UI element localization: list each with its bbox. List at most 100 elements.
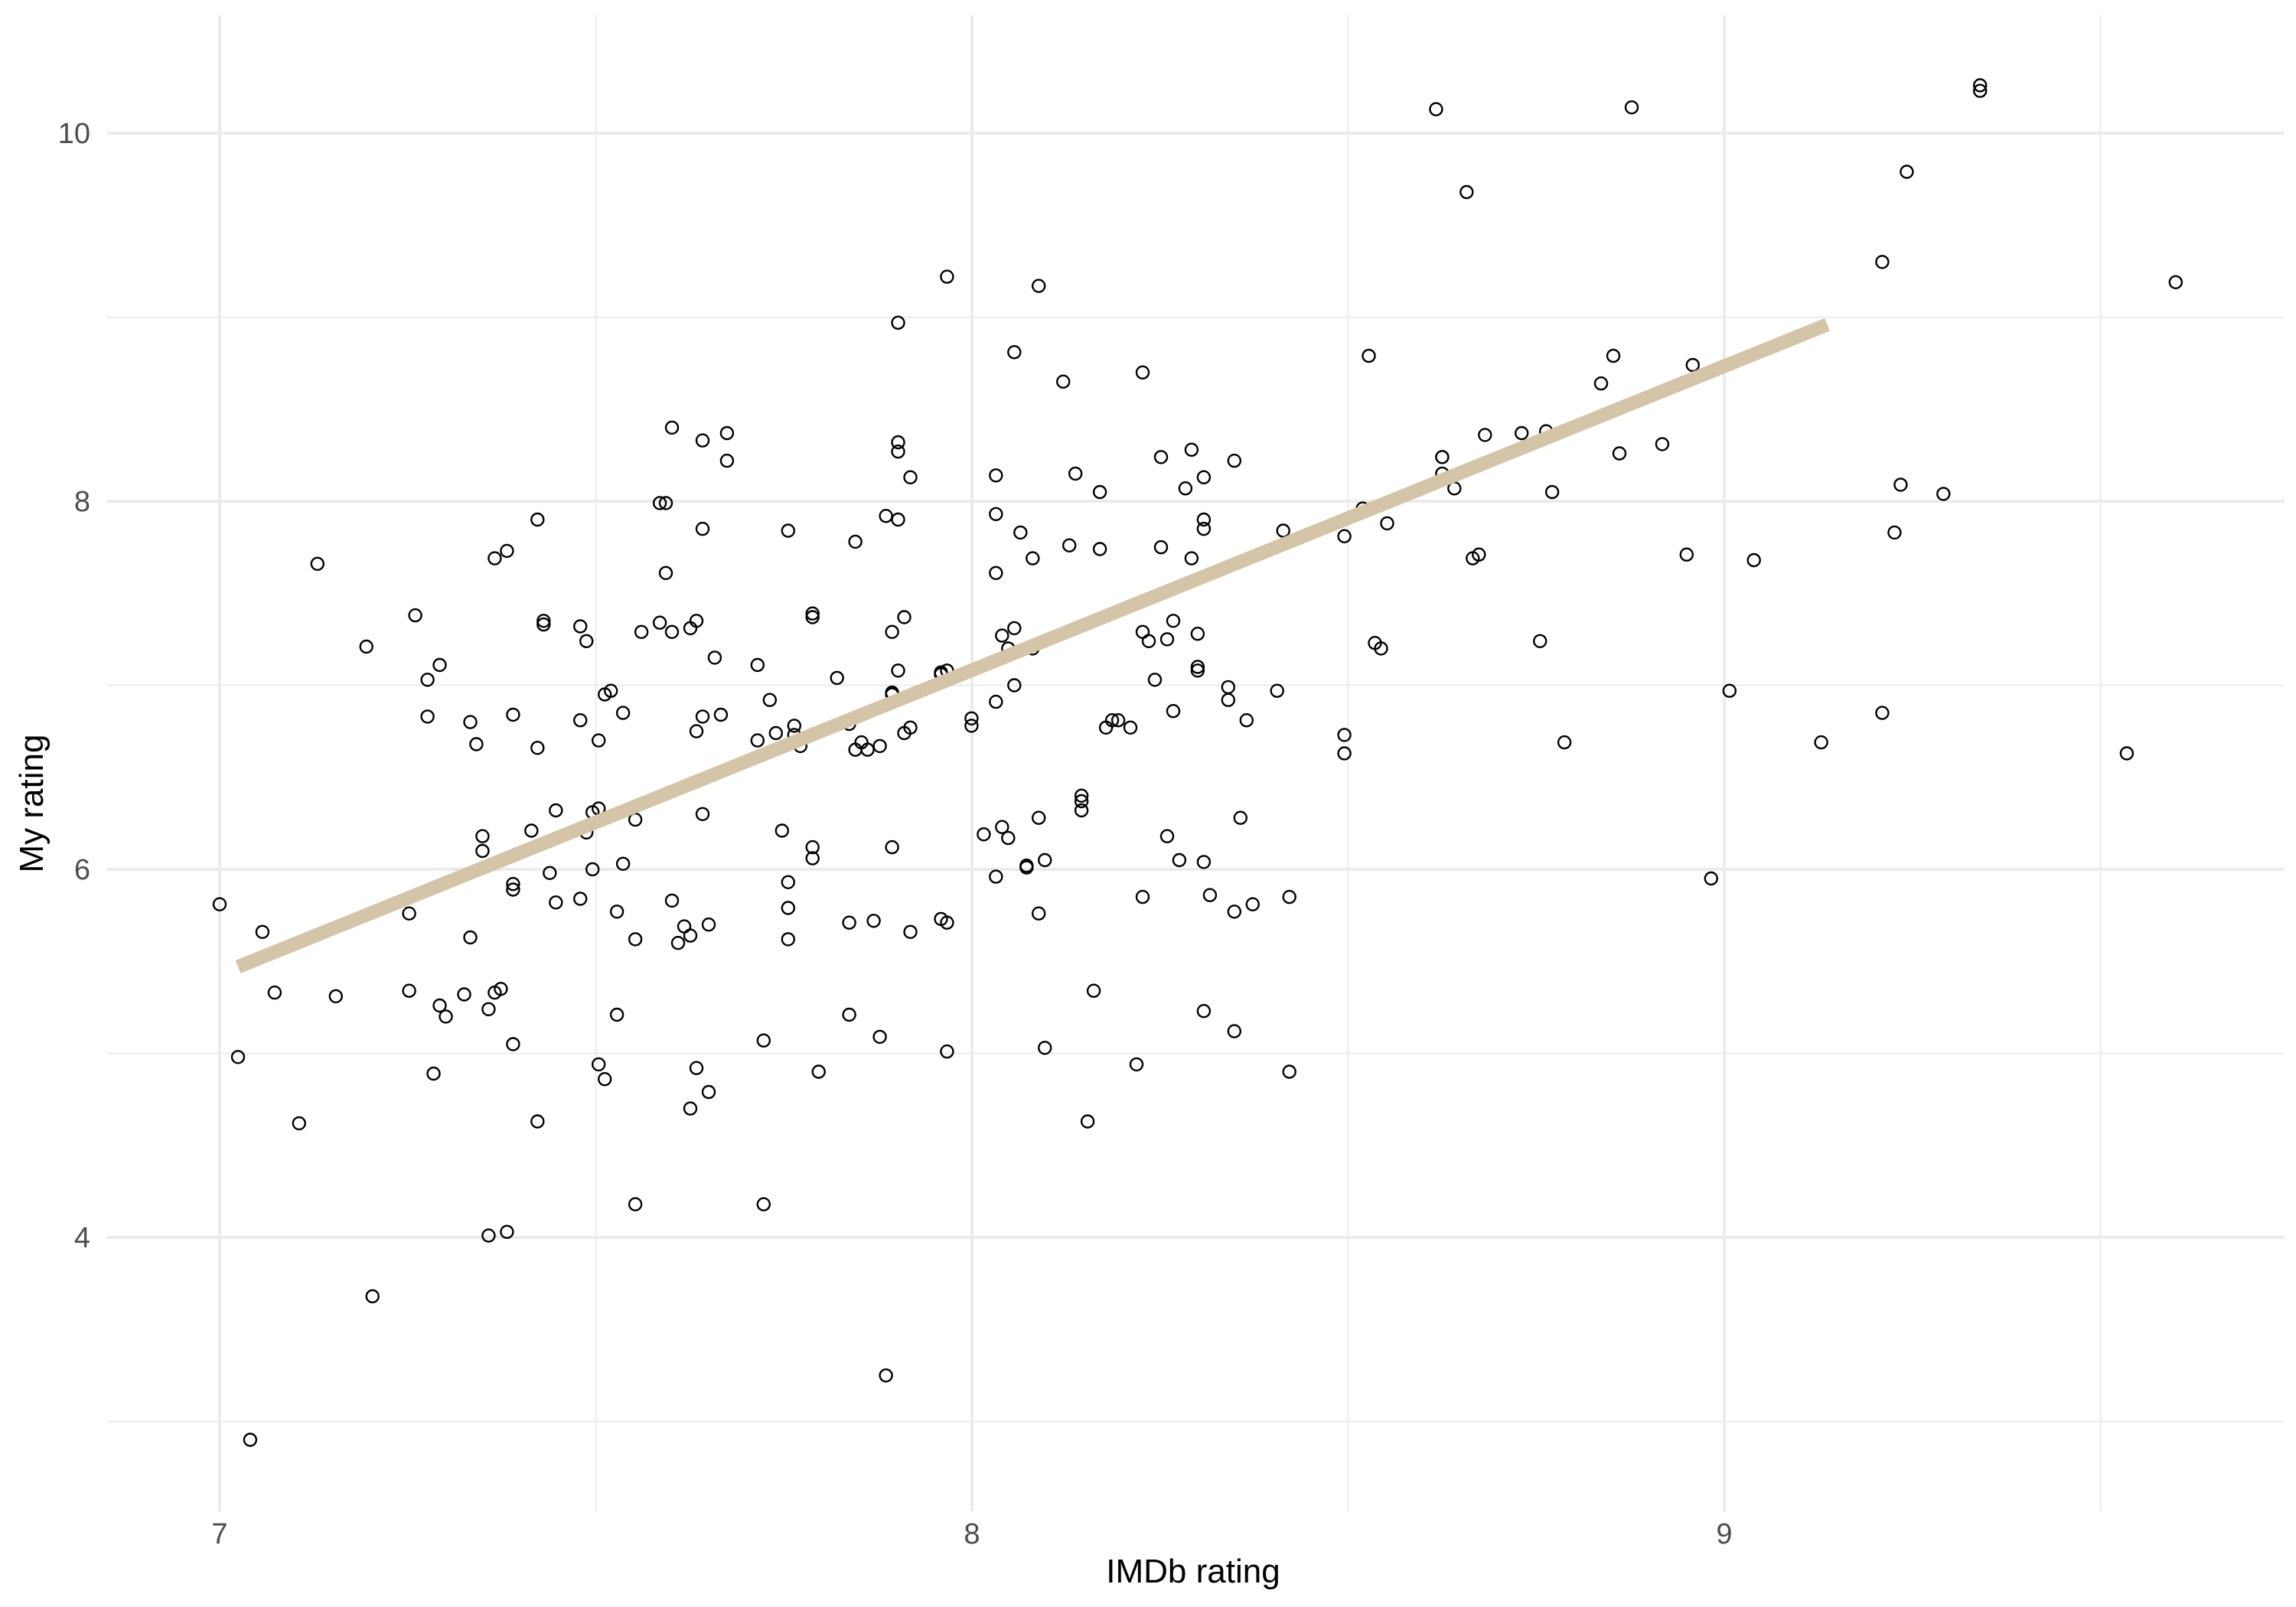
data-point — [432, 657, 447, 673]
data-point — [481, 1002, 496, 1017]
data-point — [1972, 83, 1988, 98]
data-point — [481, 1228, 496, 1243]
data-point — [1104, 713, 1120, 728]
data-point — [1141, 634, 1156, 648]
data-points — [212, 78, 2183, 1447]
data-point — [1887, 525, 1902, 540]
data-point — [787, 719, 802, 733]
data-point — [872, 738, 887, 754]
data-point — [1172, 852, 1187, 868]
data-point — [1221, 693, 1236, 707]
data-point — [1153, 539, 1169, 555]
data-point — [885, 624, 899, 639]
x-tick-label: 7 — [211, 1518, 227, 1550]
data-point — [1233, 810, 1248, 825]
data-point — [1123, 720, 1138, 735]
data-point — [1239, 713, 1254, 728]
data-point — [1190, 663, 1205, 678]
data-point — [255, 924, 270, 940]
data-point — [1196, 470, 1212, 484]
trend-line — [235, 318, 1830, 973]
data-point — [756, 1197, 771, 1211]
data-point — [805, 606, 820, 621]
data-point — [879, 509, 893, 523]
data-point — [1276, 523, 1290, 538]
data-point — [365, 1289, 380, 1304]
data-point — [1062, 538, 1077, 553]
data-point — [1679, 547, 1694, 562]
data-point — [891, 444, 905, 459]
data-point — [1875, 255, 1890, 269]
data-point — [310, 556, 325, 571]
data-point — [1074, 794, 1089, 809]
data-point — [1557, 735, 1572, 750]
data-point — [872, 1029, 887, 1045]
data-point — [879, 1368, 893, 1383]
data-point — [1282, 1064, 1296, 1079]
x-tick-label: 9 — [1716, 1518, 1732, 1550]
data-point — [775, 823, 789, 838]
data-point — [530, 512, 545, 527]
data-point — [989, 869, 1003, 884]
data-point — [1013, 525, 1028, 540]
data-point — [1159, 632, 1175, 647]
data-point — [1147, 673, 1163, 687]
data-point — [1936, 487, 1951, 501]
data-point — [1875, 706, 1890, 720]
data-point — [1202, 888, 1218, 902]
data-point — [940, 915, 954, 930]
data-point — [1007, 345, 1022, 360]
data-point — [1593, 376, 1609, 391]
data-point — [670, 935, 686, 950]
data-point — [750, 733, 765, 748]
data-point — [995, 628, 1009, 643]
data-point — [1037, 852, 1052, 868]
data-point — [1184, 442, 1199, 457]
data-point — [573, 892, 588, 906]
data-point — [1031, 279, 1046, 293]
data-point — [1080, 1114, 1095, 1129]
data-point — [1227, 1024, 1242, 1038]
data-point — [243, 1433, 258, 1447]
data-point — [891, 512, 905, 527]
data-point — [842, 1007, 856, 1022]
data-point — [506, 707, 520, 722]
data-point — [359, 639, 373, 654]
data-point — [664, 624, 680, 639]
data-point — [848, 534, 863, 549]
data-point — [267, 985, 282, 1000]
data-point — [805, 839, 820, 855]
data-point — [1196, 521, 1212, 536]
data-point — [707, 650, 722, 665]
data-point — [811, 1064, 826, 1079]
data-point — [598, 1071, 612, 1087]
data-point — [457, 987, 471, 1002]
data-point — [1196, 855, 1212, 869]
data-point — [585, 862, 600, 877]
data-point — [683, 928, 698, 943]
data-point — [1472, 547, 1486, 562]
x-axis-label: IMDb rating — [1106, 1553, 1280, 1590]
data-point — [1074, 803, 1089, 818]
data-point — [664, 893, 680, 908]
data-point — [1129, 1057, 1144, 1072]
data-point — [2119, 746, 2135, 761]
data-point — [1190, 627, 1205, 641]
data-point — [1624, 100, 1639, 115]
data-point — [609, 905, 625, 919]
data-point — [1893, 478, 1908, 492]
data-point — [1459, 184, 1474, 200]
data-point — [719, 425, 735, 441]
data-point — [628, 932, 643, 947]
data-point — [989, 694, 1003, 709]
data-point — [420, 709, 435, 724]
data-point — [292, 1116, 306, 1131]
data-point — [1900, 165, 1914, 179]
data-point — [1245, 897, 1261, 911]
data-point — [1166, 614, 1181, 628]
data-point — [536, 617, 551, 632]
data-point — [689, 614, 704, 628]
data-point — [1007, 621, 1022, 636]
data-point — [658, 566, 673, 580]
data-point — [1001, 830, 1016, 846]
